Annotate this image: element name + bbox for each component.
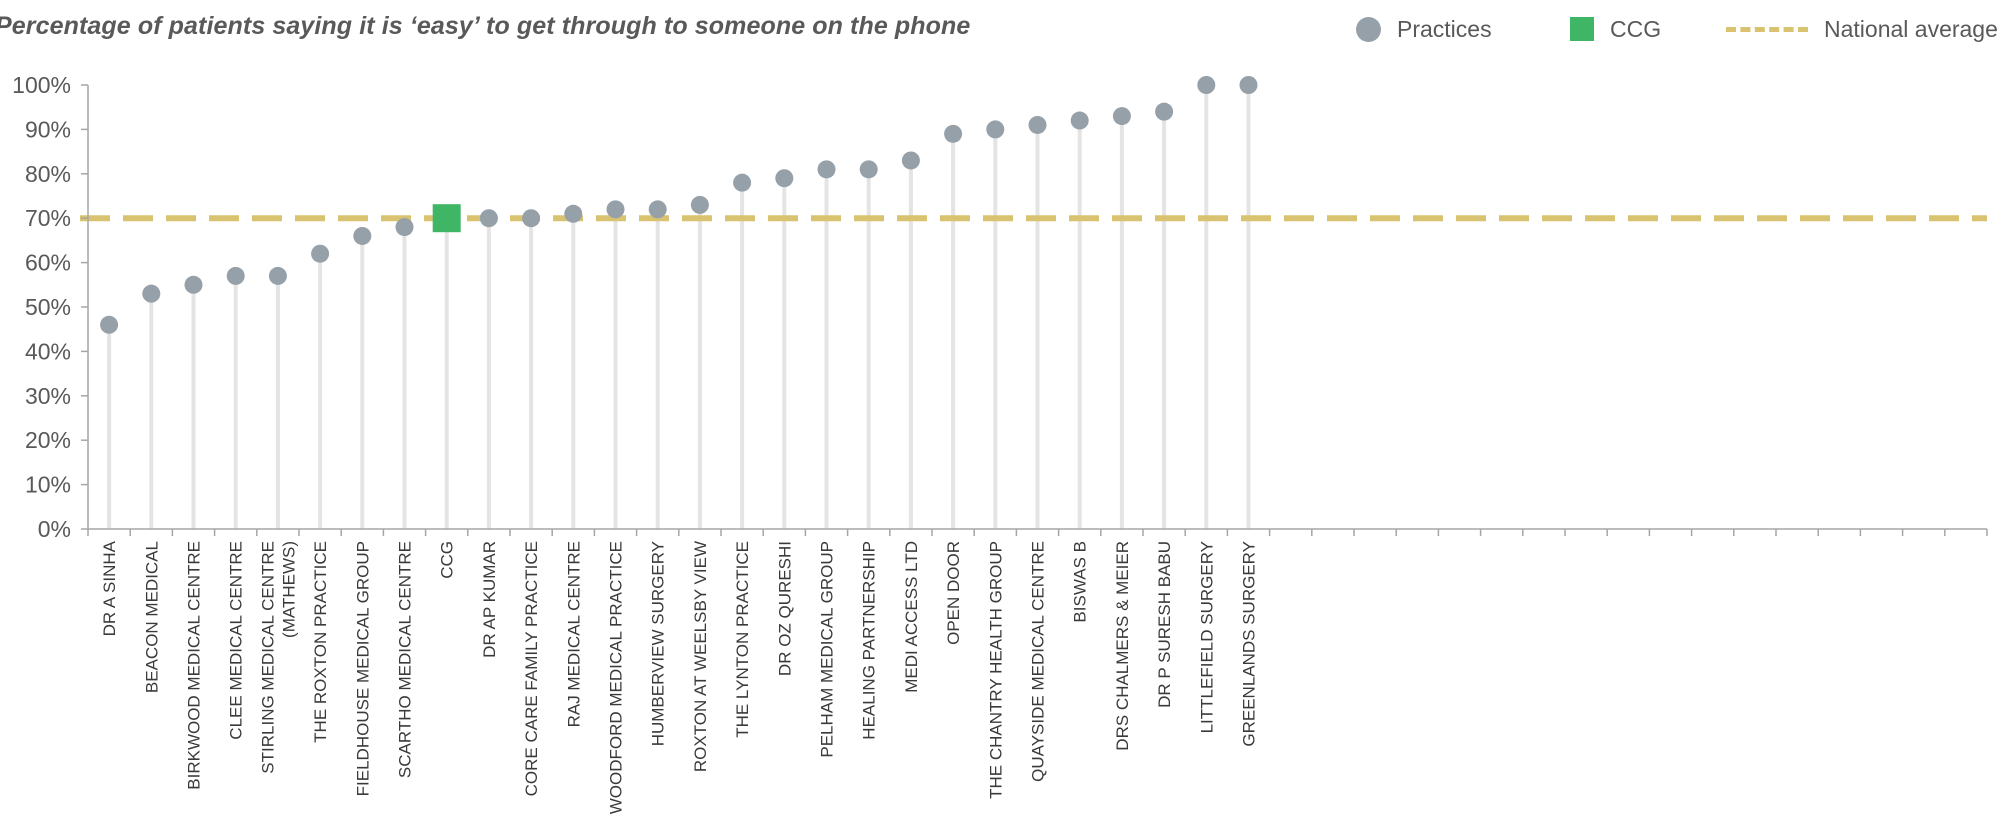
practice-marker (901, 151, 920, 170)
legend-item-practices: Practices (1356, 10, 1492, 48)
x-category-label: QUAYSIDE MEDICAL CENTRE (1029, 541, 1048, 782)
x-category-label: MEDI ACCESS LTD (902, 541, 921, 693)
x-category-label: OPEN DOOR (944, 541, 963, 645)
y-tick-label: 0% (38, 516, 71, 542)
x-category-label: RAJ MEDICAL CENTRE (564, 541, 583, 727)
x-category-label: CCG (438, 541, 457, 579)
x-category-label: THE CHANTRY HEALTH GROUP (986, 541, 1005, 799)
practice-marker (859, 160, 878, 179)
practice-marker (648, 200, 667, 219)
x-category-label: THE LYNTON PRACTICE (733, 541, 752, 738)
practice-marker (100, 315, 119, 334)
x-category-label: LITTLEFIELD SURGERY (1197, 541, 1216, 733)
x-category-label: CORE CARE FAMILY PRACTICE (522, 541, 541, 796)
x-category-label: BEACON MEDICAL (142, 541, 161, 693)
y-tick-label: 10% (25, 472, 71, 498)
x-category-label: THE ROXTON PRACTICE (311, 541, 330, 743)
practice-marker (1197, 76, 1216, 94)
x-category-label: DR OZ QURESHI (775, 541, 794, 676)
x-category-label: STIRLING MEDICAL CENTRE (258, 541, 277, 774)
practice-marker (395, 218, 414, 237)
y-tick-label: 30% (25, 383, 71, 409)
practice-marker (311, 244, 330, 263)
practice-marker (775, 169, 794, 188)
x-category-label: (MATHEWS) (279, 541, 298, 638)
legend-item-national-average: National average (1726, 10, 1998, 48)
legend-circle-icon (1356, 16, 1381, 42)
y-tick-label: 50% (25, 294, 71, 320)
practice-marker (1112, 107, 1131, 126)
y-tick-label: 80% (25, 161, 71, 187)
practice-marker (564, 204, 583, 223)
x-category-label: WOODFORD MEDICAL PRACTICE (607, 541, 626, 814)
legend-item-ccg: CCG (1570, 10, 1661, 48)
legend-label-national-average: National average (1824, 15, 1998, 42)
legend-square-icon (1570, 17, 1594, 41)
practice-marker (353, 226, 372, 245)
x-category-label: DRS CHALMERS & MEIER (1113, 541, 1132, 751)
practice-marker (606, 200, 625, 219)
practice-marker (817, 160, 836, 179)
x-category-label: DR A SINHA (100, 540, 119, 636)
y-tick-label: 20% (25, 427, 71, 453)
ccg-marker (432, 204, 461, 233)
x-category-label: PELHAM MEDICAL GROUP (818, 541, 837, 758)
practice-marker (479, 209, 498, 228)
practice-marker (142, 284, 161, 303)
practice-marker (1028, 115, 1047, 134)
y-tick-label: 90% (25, 116, 71, 142)
practice-marker (1155, 102, 1174, 121)
practice-marker (184, 275, 203, 294)
x-category-label: GREENLANDS SURGERY (1240, 541, 1259, 747)
chart-title: Percentage of patients saying it is ‘eas… (0, 12, 971, 40)
practice-marker (1070, 111, 1089, 130)
practice-marker (690, 195, 709, 214)
x-category-label: HEALING PARTNERSHIP (860, 541, 879, 740)
x-category-label: BIRKWOOD MEDICAL CENTRE (185, 541, 204, 790)
y-tick-label: 60% (25, 250, 71, 276)
x-category-label: DR P SURESH BABU (1155, 541, 1174, 708)
legend-label-practices: Practices (1397, 15, 1492, 42)
x-category-label: SCARTHO MEDICAL CENTRE (396, 541, 415, 778)
x-category-label: FIELDHOUSE MEDICAL GROUP (353, 541, 372, 796)
practice-marker (944, 124, 963, 143)
practice-marker (268, 266, 287, 285)
y-tick-label: 40% (25, 338, 71, 364)
x-category-label: HUMBERVIEW SURGERY (649, 541, 668, 746)
practice-marker (733, 173, 752, 192)
y-tick-label: 100% (12, 72, 71, 98)
x-category-label: CLEE MEDICAL CENTRE (227, 541, 246, 740)
x-category-label: BISWAS B (1071, 541, 1090, 623)
practice-marker (522, 209, 541, 228)
practice-marker (986, 120, 1005, 139)
practice-marker (1239, 76, 1258, 94)
legend-label-ccg: CCG (1610, 15, 1662, 42)
y-tick-label: 70% (25, 205, 71, 231)
x-category-label: DR AP KUMAR (480, 541, 499, 658)
legend-dashed-line-icon (1726, 26, 1808, 32)
x-category-label: ROXTON AT WEELSBY VIEW (691, 541, 710, 772)
practice-marker (226, 266, 245, 285)
